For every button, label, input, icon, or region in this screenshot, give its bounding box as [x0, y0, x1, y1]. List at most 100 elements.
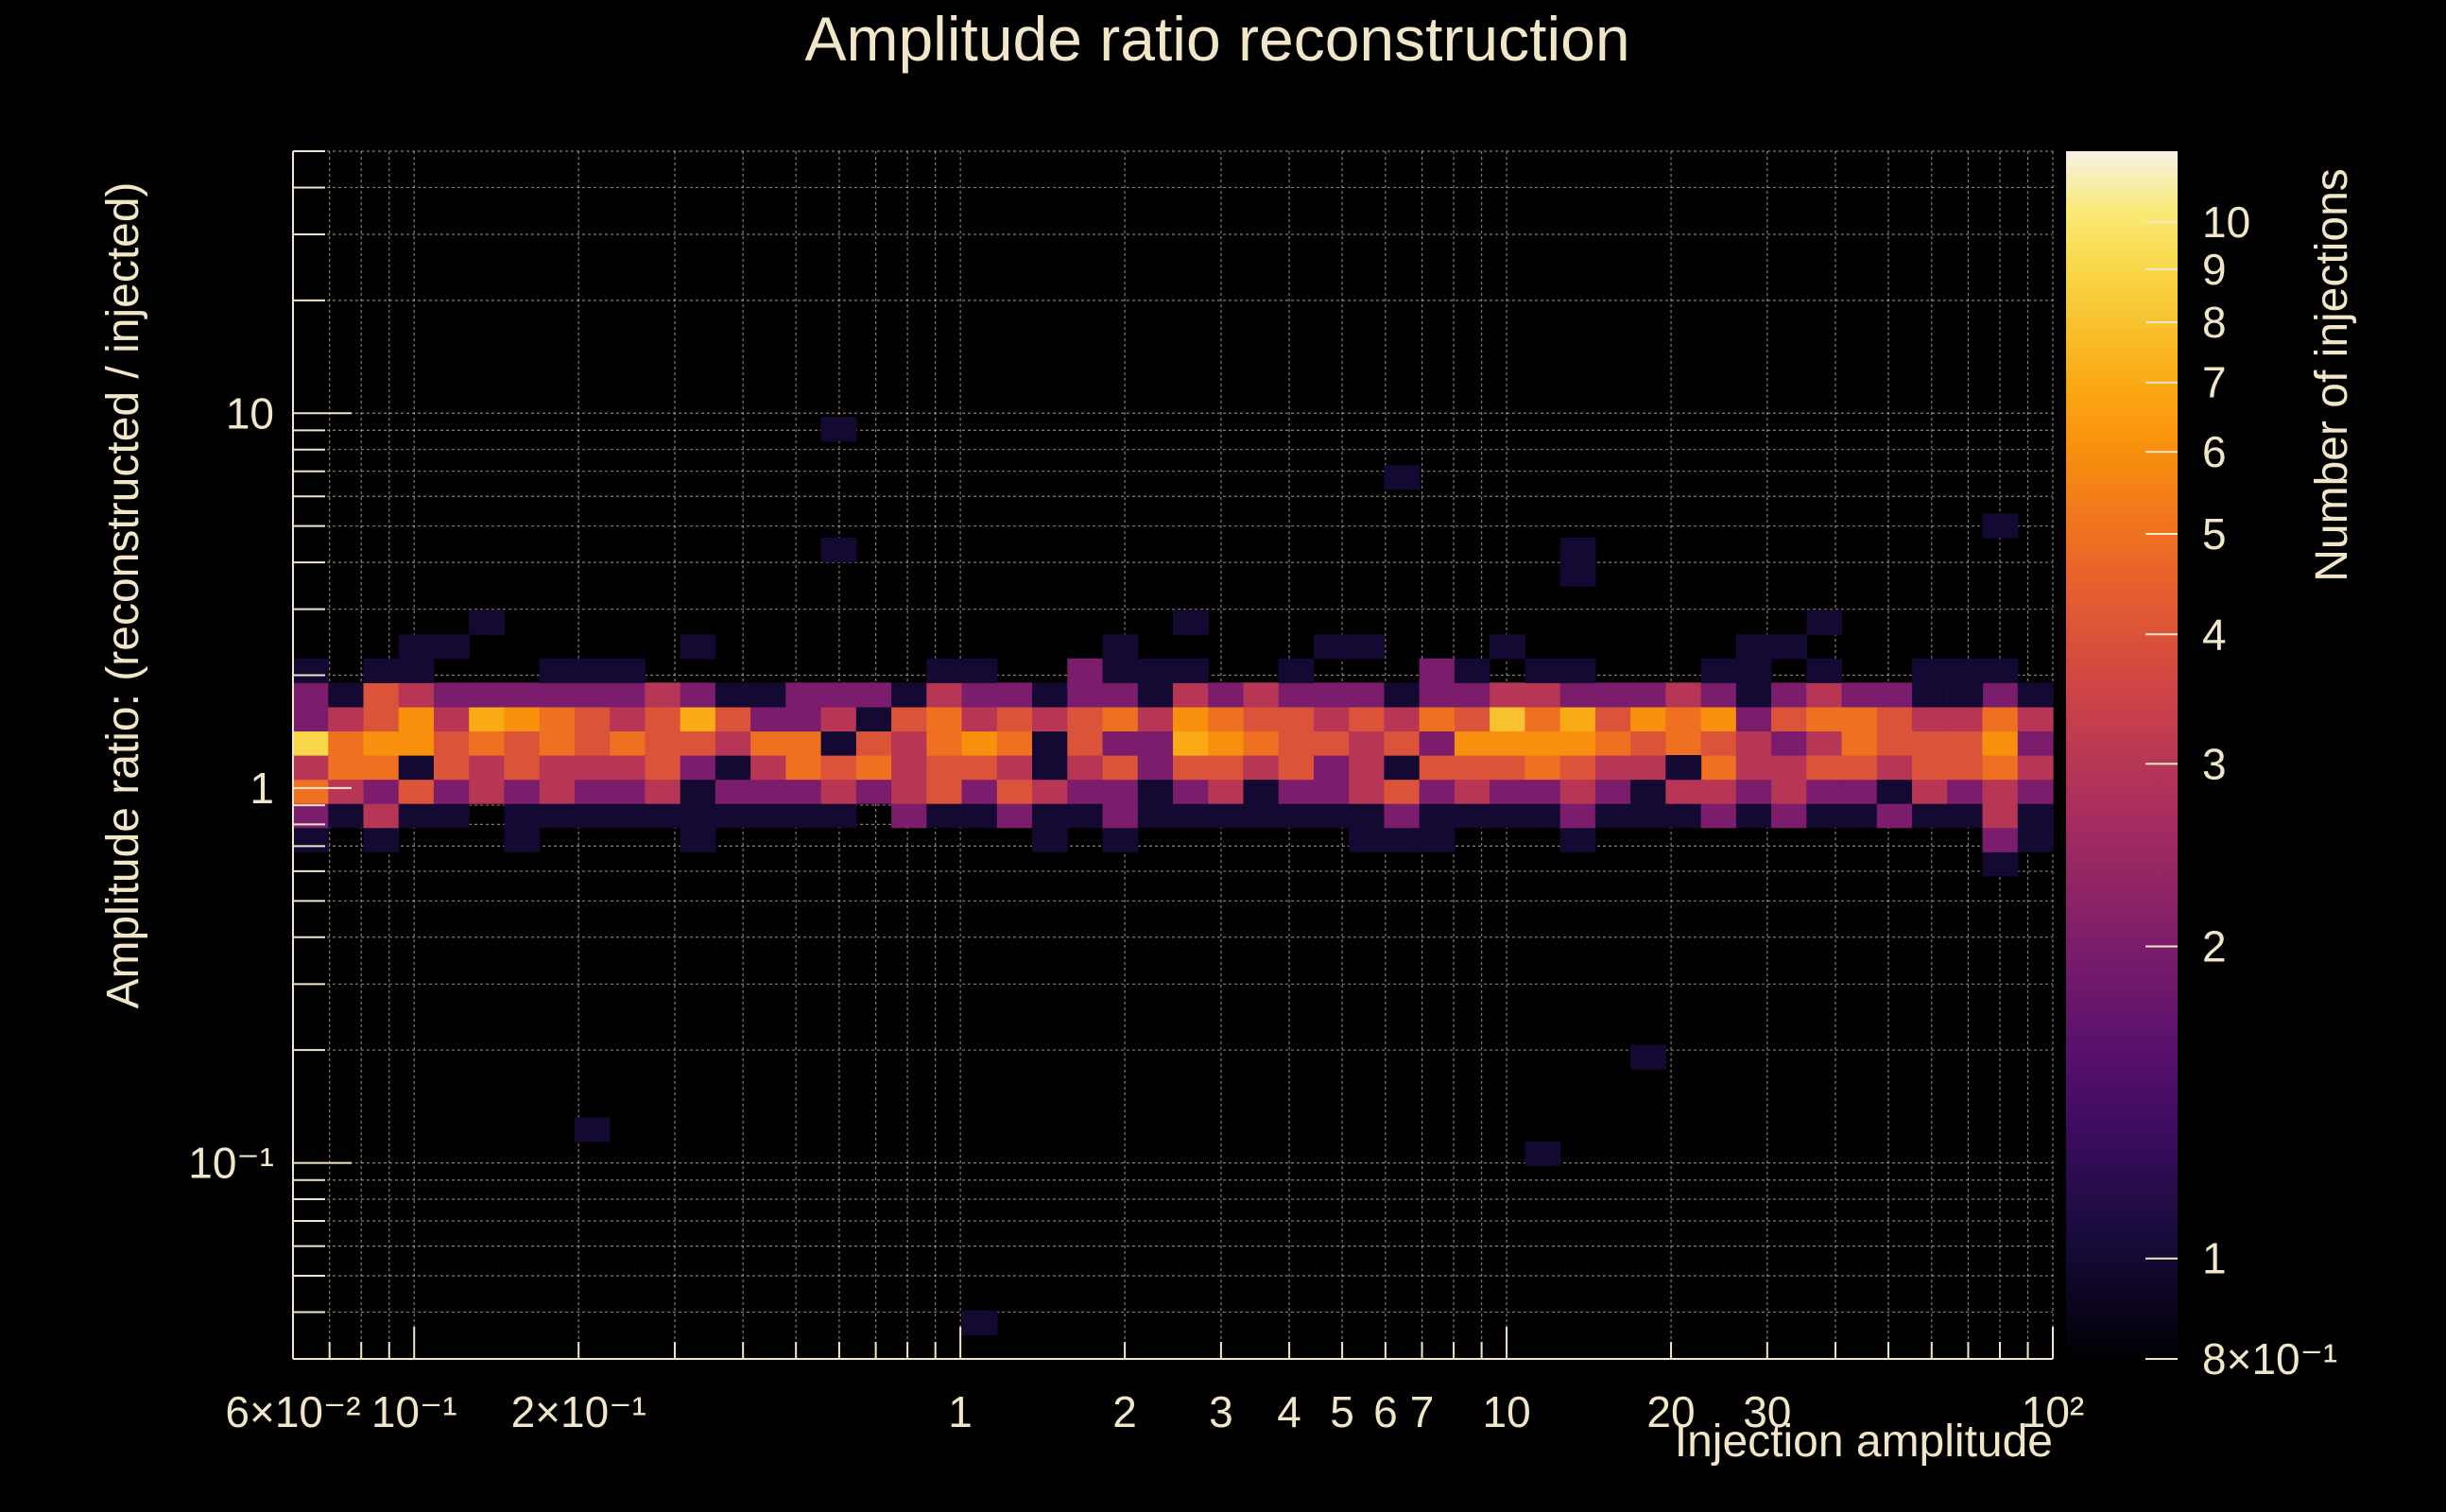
heatmap-cell — [1630, 803, 1666, 829]
heatmap-cell — [680, 634, 716, 660]
heatmap-cell — [610, 682, 646, 708]
heatmap-cell — [1876, 682, 1913, 708]
heatmap-cell — [1559, 730, 1596, 756]
heatmap-cell — [715, 803, 751, 829]
heatmap-cell — [1982, 513, 2019, 539]
heatmap-cell — [1700, 803, 1737, 829]
heatmap-cell — [891, 706, 927, 732]
heatmap-cell — [1173, 706, 1209, 732]
heatmap-cell — [961, 682, 998, 708]
heatmap-cell — [1806, 779, 1843, 804]
heatmap-cell — [1173, 803, 1209, 829]
heatmap-cell — [1771, 755, 1807, 781]
heatmap-cell — [1278, 779, 1315, 804]
heatmap-cell — [1384, 827, 1421, 852]
heatmap-cell — [1630, 730, 1666, 756]
heatmap-cell — [1665, 803, 1702, 829]
heatmap-cell — [1349, 706, 1386, 732]
heatmap-cell — [1982, 682, 2019, 708]
heatmap-cell — [1384, 730, 1421, 756]
heatmap-cell — [926, 658, 963, 683]
heatmap-cell — [645, 730, 681, 756]
heatmap-cell — [1208, 803, 1245, 829]
y-axis-label: Amplitude ratio: (reconstructed / inject… — [98, 181, 148, 1008]
heatmap-cell — [1278, 658, 1315, 683]
heatmap-cell — [1947, 803, 1984, 829]
heatmap-cell — [574, 803, 611, 829]
y-tick-label: 10⁻¹ — [188, 1139, 274, 1188]
heatmap-cell — [610, 658, 646, 683]
heatmap-cell — [820, 803, 857, 829]
heatmap-cell — [1876, 730, 1913, 756]
colorbar-label: Number of injections — [2307, 168, 2357, 582]
heatmap-cell — [1243, 706, 1280, 732]
heatmap-cell — [504, 706, 541, 732]
heatmap-cell — [680, 730, 716, 756]
heatmap-cell — [1912, 730, 1948, 756]
heatmap-cell — [293, 827, 329, 852]
heatmap-cell — [1137, 730, 1174, 756]
heatmap-cell — [1982, 779, 2019, 804]
heatmap-cell — [1137, 803, 1174, 829]
heatmap-cell — [1559, 561, 1596, 587]
heatmap-cell — [1137, 682, 1174, 708]
heatmap-cell — [1349, 779, 1386, 804]
heatmap-cell — [645, 779, 681, 804]
heatmap-cell — [1278, 706, 1315, 732]
heatmap-cell — [1630, 1044, 1666, 1070]
heatmap-cell — [855, 706, 892, 732]
heatmap-cell — [891, 730, 927, 756]
heatmap-cell — [961, 755, 998, 781]
x-tick-label: 6×10⁻² — [225, 1387, 360, 1436]
x-tick-label: 2×10⁻¹ — [511, 1387, 646, 1436]
heatmap-cell — [1384, 755, 1421, 781]
heatmap-cell — [1982, 755, 2019, 781]
heatmap-cell — [1067, 779, 1104, 804]
heatmap-cell — [891, 803, 927, 829]
heatmap-cell — [1490, 682, 1525, 708]
heatmap-cell — [363, 755, 400, 781]
heatmap-cell — [574, 1117, 611, 1143]
heatmap-cell — [996, 803, 1033, 829]
heatmap-cell — [1173, 658, 1209, 683]
heatmap-cell — [363, 658, 400, 683]
heatmap-cell — [1243, 730, 1280, 756]
x-tick-label: 10 — [1483, 1387, 1531, 1436]
heatmap-cell — [715, 682, 751, 708]
heatmap-cell — [1102, 682, 1139, 708]
heatmap-cell — [1947, 730, 1984, 756]
heatmap-cell — [785, 755, 822, 781]
heatmap-cell — [750, 706, 786, 732]
heatmap-cell — [610, 803, 646, 829]
heatmap-cell — [1876, 706, 1913, 732]
heatmap-cell — [1735, 706, 1772, 732]
heatmap-cell — [433, 682, 470, 708]
heatmap-cell — [1173, 682, 1209, 708]
heatmap-cell — [1630, 779, 1666, 804]
heatmap-cell — [1524, 682, 1561, 708]
heatmap-cell — [1137, 779, 1174, 804]
heatmap-cell — [1490, 634, 1525, 660]
heatmap-cell — [1490, 803, 1525, 829]
heatmap-cell — [1841, 706, 1878, 732]
heatmap-cell — [1067, 755, 1104, 781]
heatmap-cell — [785, 803, 822, 829]
x-tick-label: 1 — [948, 1387, 973, 1436]
heatmap-cell — [1313, 730, 1350, 756]
heatmap-cell — [574, 682, 611, 708]
heatmap-cell — [1278, 730, 1315, 756]
heatmap-cell — [1102, 803, 1139, 829]
heatmap-cell — [820, 682, 857, 708]
heatmap-cell — [926, 803, 963, 829]
heatmap-cell — [1594, 730, 1631, 756]
heatmap-cell — [469, 730, 506, 756]
heatmap-cell — [574, 730, 611, 756]
heatmap-cell — [1243, 755, 1280, 781]
heatmap-cell — [433, 803, 470, 829]
heatmap-cell — [2017, 803, 2054, 829]
heatmap-cell — [1067, 682, 1104, 708]
heatmap-cell — [961, 1310, 998, 1336]
colorbar — [2066, 151, 2178, 1359]
heatmap-cell — [363, 803, 400, 829]
heatmap-cell — [293, 755, 329, 781]
